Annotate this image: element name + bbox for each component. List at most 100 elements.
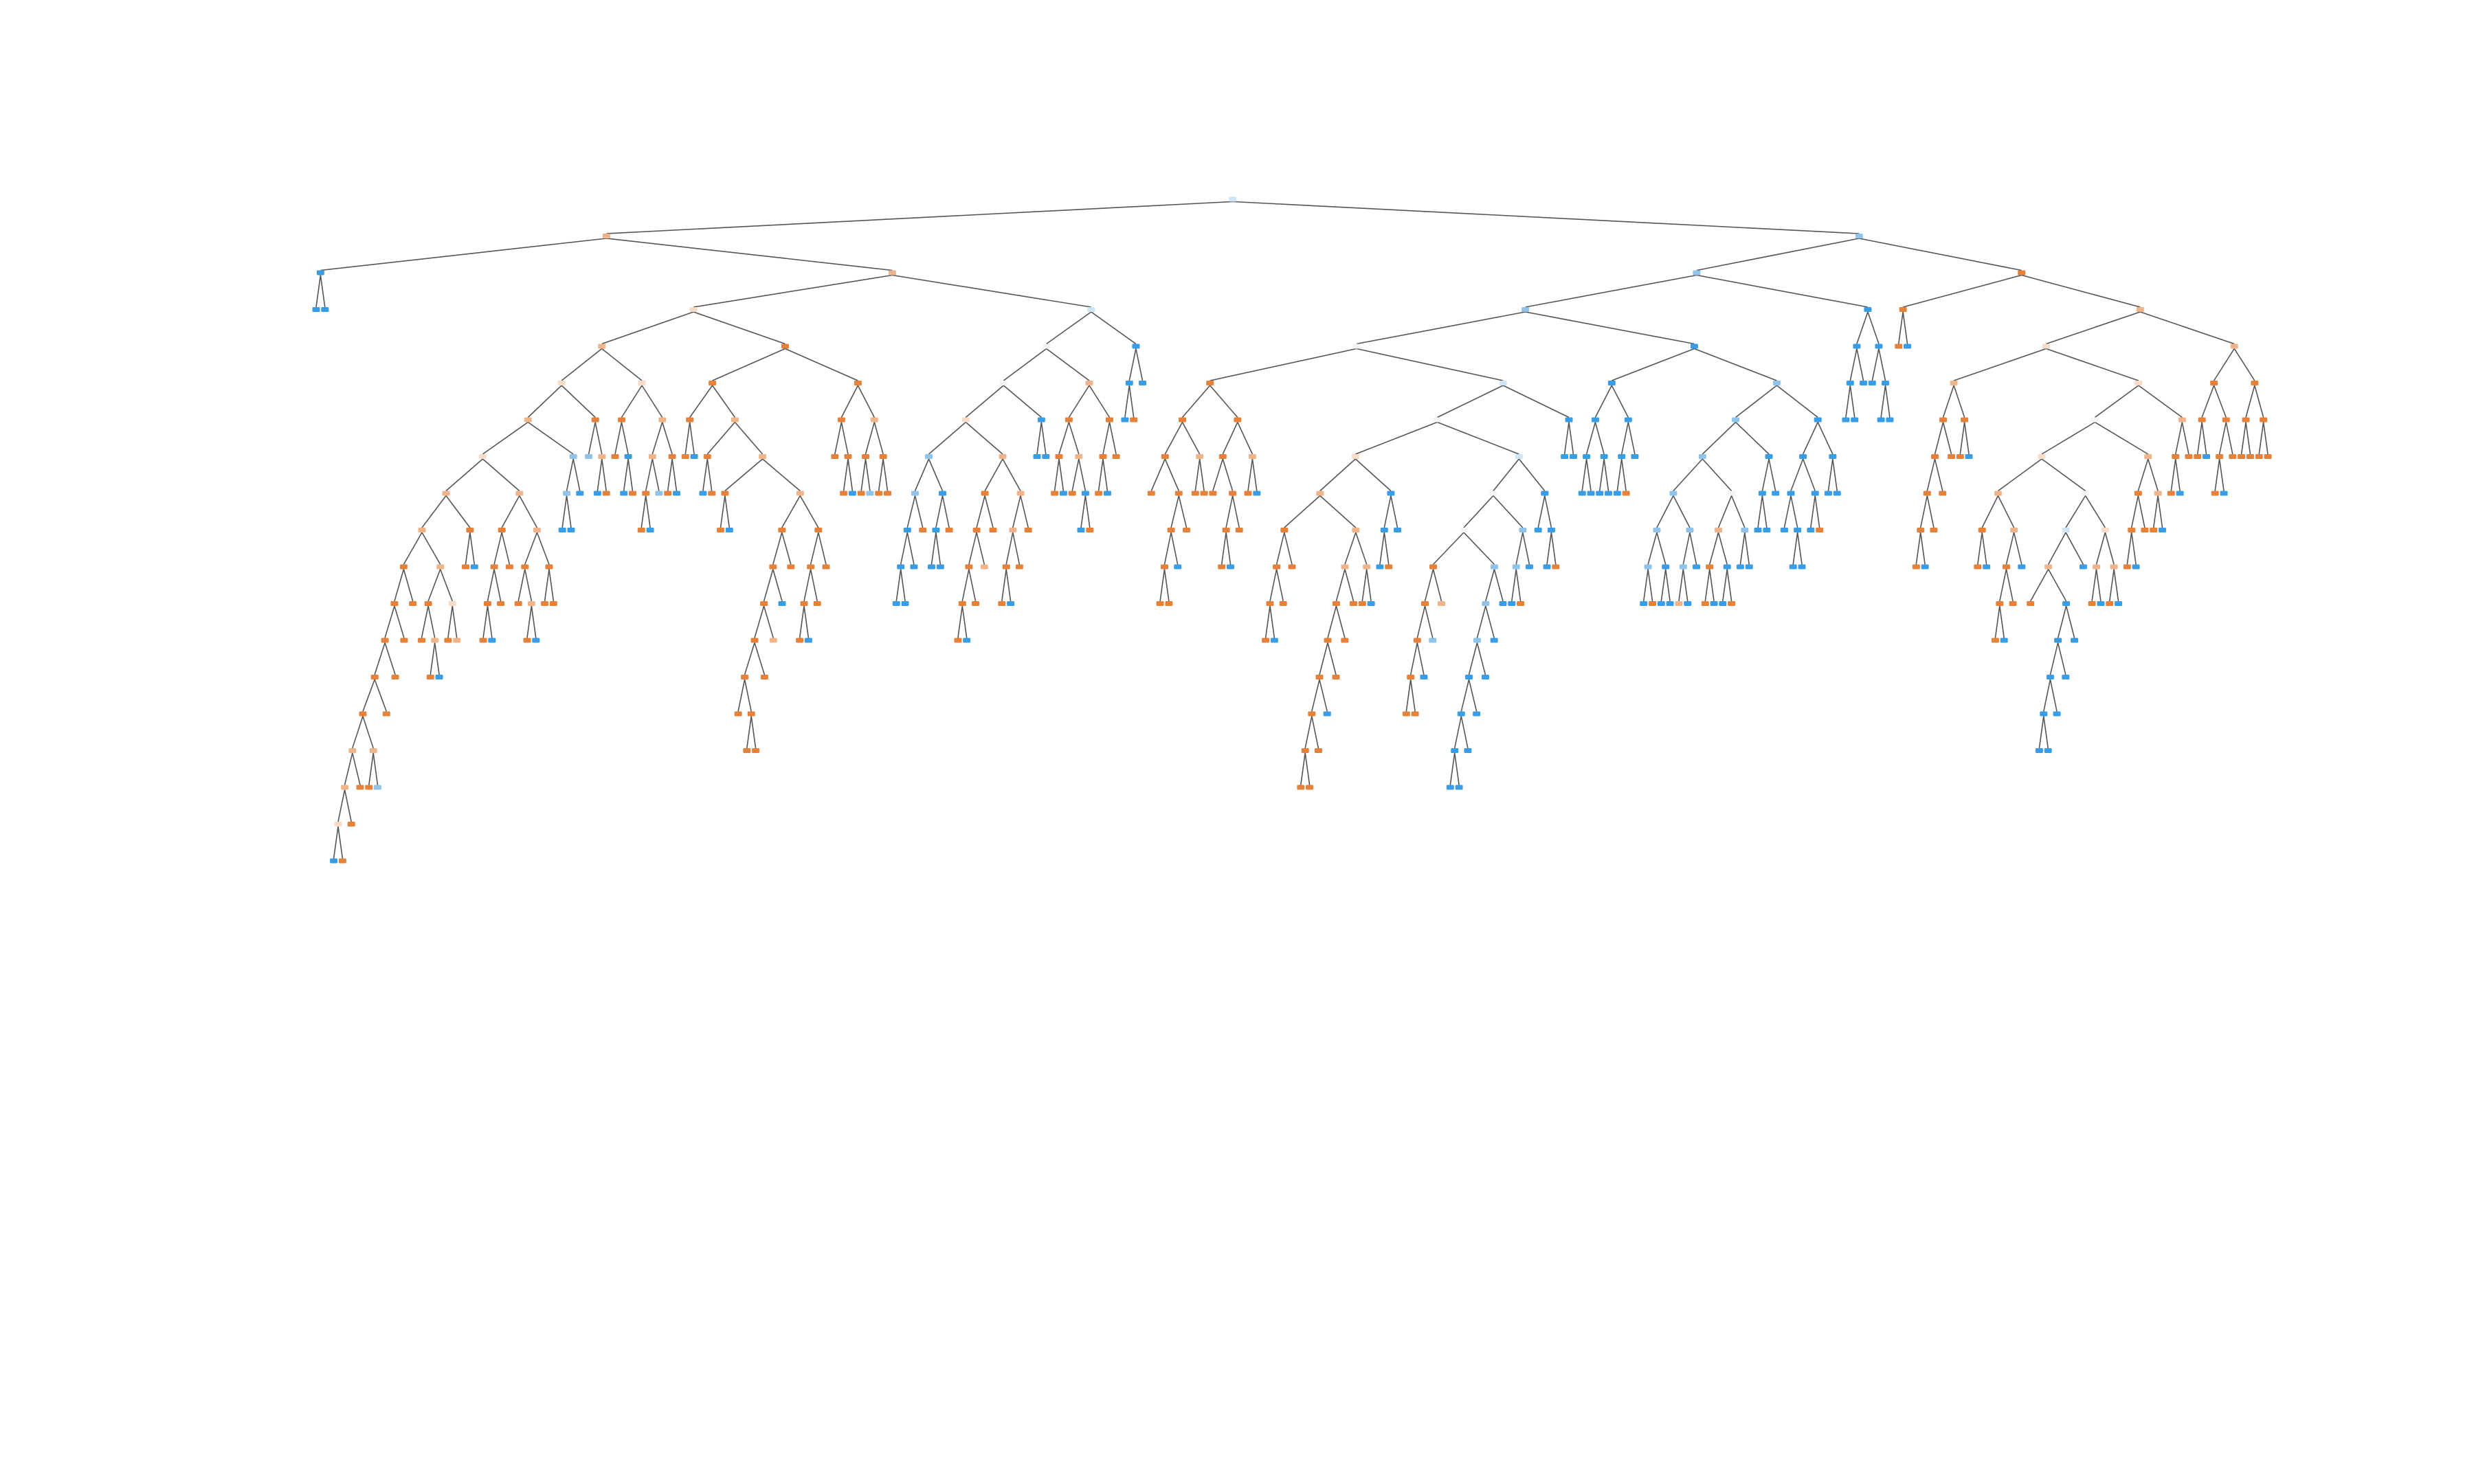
tree-edge: [1012, 532, 1021, 565]
tree-edge: [2245, 422, 2251, 455]
tree-leaf-node: [734, 711, 742, 717]
tree-split-node: [2198, 417, 2206, 423]
tree-leaf-node: [1227, 564, 1234, 570]
tree-split-node: [689, 307, 698, 312]
tree-edge: [706, 421, 736, 455]
tree-leaf-node: [347, 822, 355, 827]
tree-edge: [1068, 422, 1080, 455]
tree-edge: [320, 275, 326, 308]
tree-edge: [1656, 495, 1674, 528]
tree-split-node: [1324, 638, 1332, 643]
tree-edge: [1682, 569, 1689, 602]
tree-edge: [2095, 532, 2106, 565]
tree-split-node: [759, 454, 767, 459]
tree-edge: [684, 422, 691, 455]
tree-edge: [1612, 348, 1695, 381]
tree-edge: [1181, 422, 1201, 455]
tree-leaf-node: [804, 638, 812, 643]
tree-leaf-node: [514, 601, 522, 606]
tree-edge: [965, 385, 1004, 418]
tree-split-node: [932, 528, 940, 532]
tree-edge: [1511, 569, 1517, 602]
tree-edge: [594, 422, 603, 455]
tree-edge: [445, 495, 471, 528]
tree-leaf-node: [1429, 638, 1437, 643]
tree-edge: [720, 495, 726, 528]
tree-leaf-node: [1481, 675, 1489, 679]
tree-split-node: [1222, 528, 1230, 532]
tree-split-node: [1693, 270, 1701, 276]
tree-split-node: [2178, 417, 2186, 423]
tree-split-node: [769, 564, 777, 570]
tree-leaf-node: [1253, 491, 1261, 496]
tree-edge: [1040, 422, 1047, 455]
tree-edge: [519, 495, 538, 528]
tree-split-node: [2046, 675, 2054, 679]
tree-leaf-node: [1833, 491, 1841, 496]
tree-leaf-node: [1499, 601, 1507, 606]
tree-leaf-node: [1534, 528, 1542, 532]
tree-edge: [1468, 679, 1478, 712]
tree-edge: [421, 605, 429, 638]
tree-leaf-node: [435, 675, 443, 679]
tree-edge: [362, 716, 374, 749]
tree-leaf-node: [831, 454, 839, 459]
tree-edge: [1449, 752, 1456, 785]
tree-split-node: [1490, 564, 1498, 570]
tree-leaf-node: [1912, 564, 1920, 570]
tree-leaf-node: [1473, 711, 1481, 717]
tree-edge: [1225, 495, 1234, 528]
tree-leaf-node: [1578, 491, 1586, 496]
tree-leaf-node: [1561, 454, 1569, 459]
tree-split-node: [2172, 454, 2180, 459]
tree-leaf-node: [1904, 344, 1911, 349]
tree-leaf-node: [497, 601, 505, 606]
tree-leaf-node: [972, 601, 979, 606]
tree-edge: [928, 421, 966, 455]
tree-edge: [2170, 458, 2176, 491]
tree-edge: [606, 238, 893, 271]
tree-edge: [693, 311, 785, 345]
tree-leaf-node: [1983, 564, 1991, 570]
tree-leaf-node: [1613, 491, 1621, 496]
tree-edge: [1790, 495, 1798, 528]
tree-leaf-node: [2211, 491, 2219, 496]
tree-edge: [2094, 421, 2149, 455]
tree-leaf-node: [2194, 454, 2202, 459]
tree-edge: [906, 532, 915, 565]
tree-leaf-node: [1332, 675, 1340, 679]
tree-split-node: [1758, 491, 1766, 496]
tree-edge: [1926, 458, 1936, 491]
tree-leaf-node: [2159, 528, 2166, 532]
tree-split-node: [1473, 638, 1481, 643]
tree-edge: [1356, 311, 1526, 345]
tree-edge: [621, 422, 629, 455]
tree-edge: [1304, 716, 1313, 749]
tree-leaf-node: [699, 491, 707, 496]
tree-split-node: [1273, 564, 1281, 570]
tree-edge: [352, 716, 364, 749]
tree-edge: [968, 569, 977, 602]
tree-leaf-node: [1068, 491, 1076, 496]
tree-split-node: [1218, 454, 1227, 459]
tree-edge: [1275, 532, 1285, 565]
tree-edge: [1001, 569, 1007, 602]
tree-edge: [524, 532, 538, 565]
tree-leaf-node: [1587, 491, 1595, 496]
tree-split-node: [2136, 307, 2144, 312]
tree-split-node: [1055, 454, 1063, 459]
tree-leaf-node: [637, 528, 645, 532]
tree-edge: [1437, 385, 1504, 418]
tree-split-node: [527, 601, 535, 606]
tree-edge: [1959, 422, 1965, 455]
tree-edge: [1783, 495, 1792, 528]
tree-edge: [601, 458, 607, 491]
tree-leaf-node: [1438, 601, 1445, 606]
tree-leaf-node: [1042, 454, 1050, 459]
tree-split-node: [1591, 417, 1599, 423]
tree-split-node: [800, 601, 808, 606]
tree-edge: [1300, 752, 1306, 785]
tree-edge: [1460, 679, 1470, 712]
tree-edge: [1416, 605, 1426, 638]
tree-leaf-node: [1816, 528, 1824, 532]
